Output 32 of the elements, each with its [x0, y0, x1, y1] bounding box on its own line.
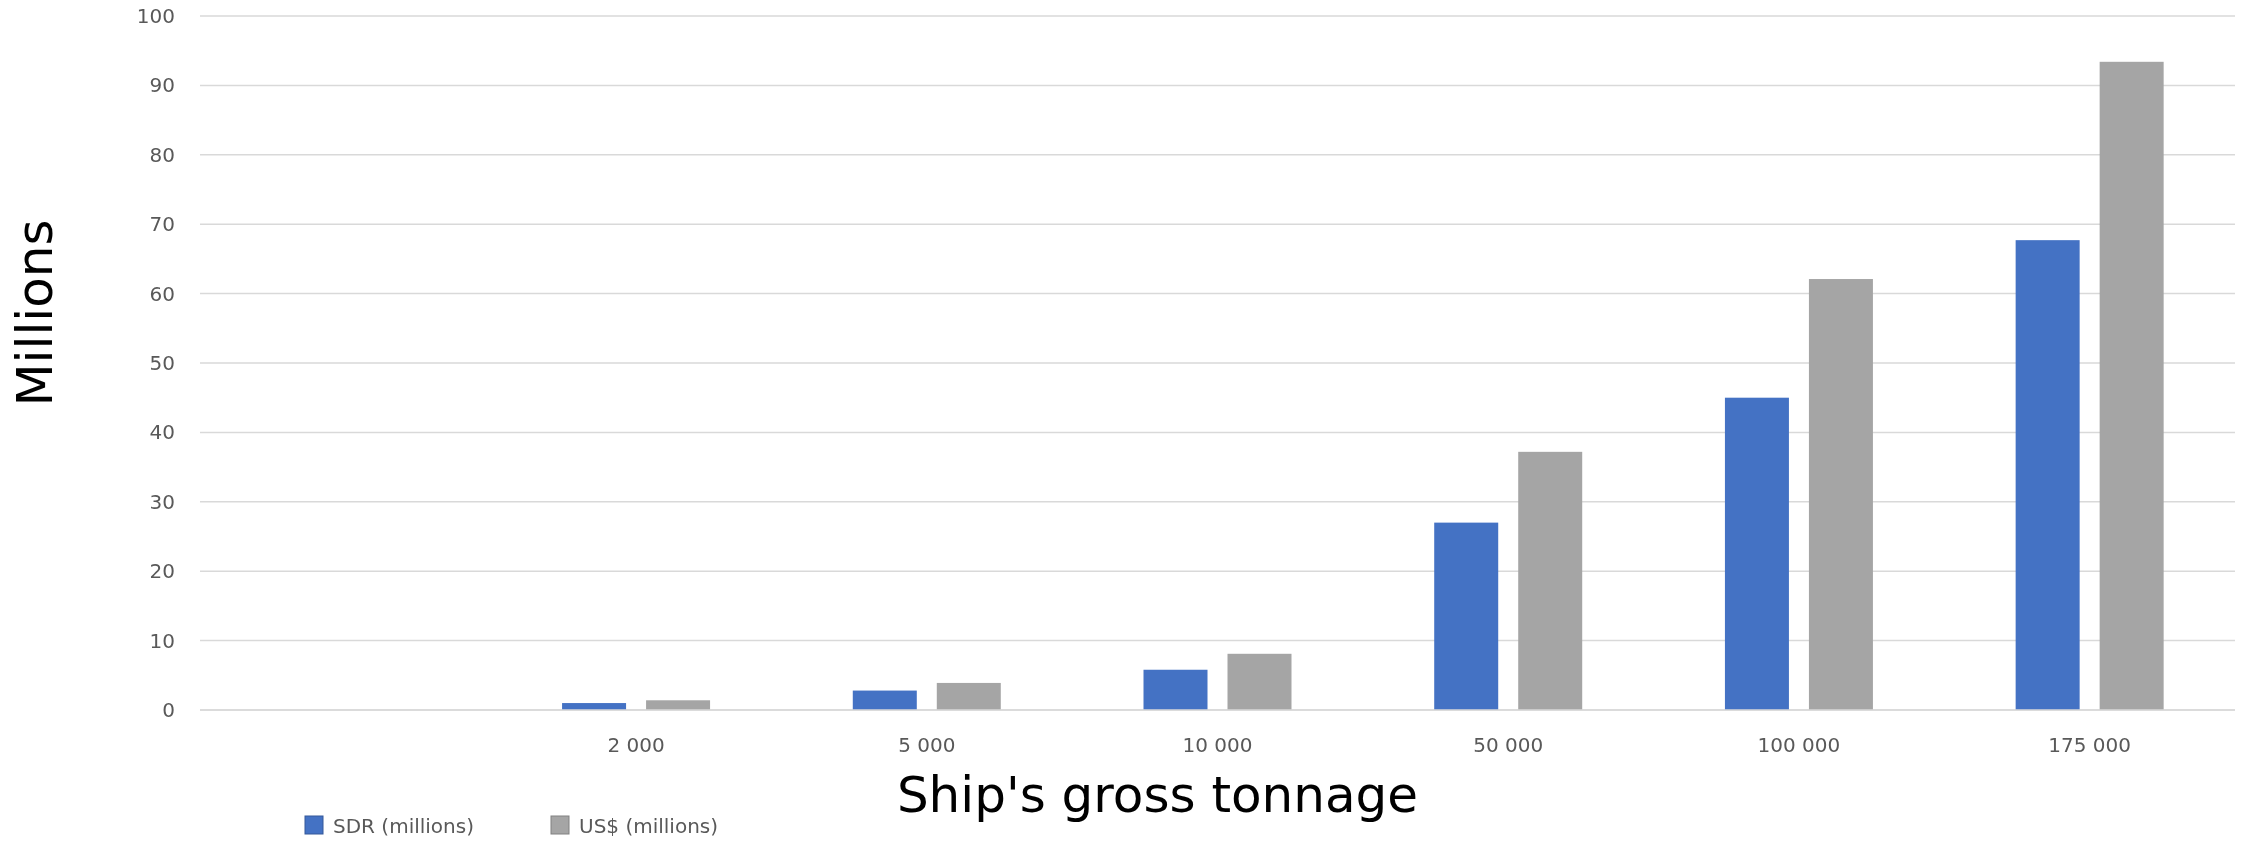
bar [2015, 240, 2080, 710]
y-tick-label: 100 [136, 4, 175, 28]
x-axis-title: Ship's gross tonnage [896, 766, 1419, 824]
x-tick-label: 10 000 [1182, 733, 1253, 757]
bar [936, 682, 1001, 710]
x-tick-label: 2 000 [607, 733, 665, 757]
x-tick-label: 175 000 [2048, 733, 2131, 757]
bar [1724, 397, 1789, 710]
y-axis-title: Millions [6, 219, 64, 407]
bar [1434, 522, 1499, 710]
y-tick-label: 20 [149, 559, 175, 584]
bar [2099, 61, 2164, 710]
bar [1143, 669, 1208, 710]
x-tick-label: 50 000 [1473, 733, 1544, 757]
y-tick-label: 90 [149, 73, 175, 98]
x-tick-label: 5 000 [898, 733, 956, 757]
bar [1808, 279, 1873, 710]
legend-label: SDR (millions) [333, 814, 474, 838]
x-tick-label: 100 000 [1757, 733, 1841, 757]
bar [1227, 653, 1292, 710]
bar [852, 690, 917, 710]
y-tick-label: 0 [162, 698, 175, 722]
y-tick-label: 70 [149, 212, 175, 237]
y-tick-label: 10 [149, 628, 175, 653]
y-tick-label: 40 [149, 420, 175, 445]
legend-label: US$ (millions) [579, 814, 719, 838]
bar [646, 700, 711, 710]
bar [1518, 451, 1583, 710]
y-tick-label: 30 [149, 489, 175, 514]
y-tick-label: 50 [149, 351, 175, 375]
y-tick-label: 60 [149, 281, 175, 306]
y-tick-label: 80 [149, 142, 175, 167]
